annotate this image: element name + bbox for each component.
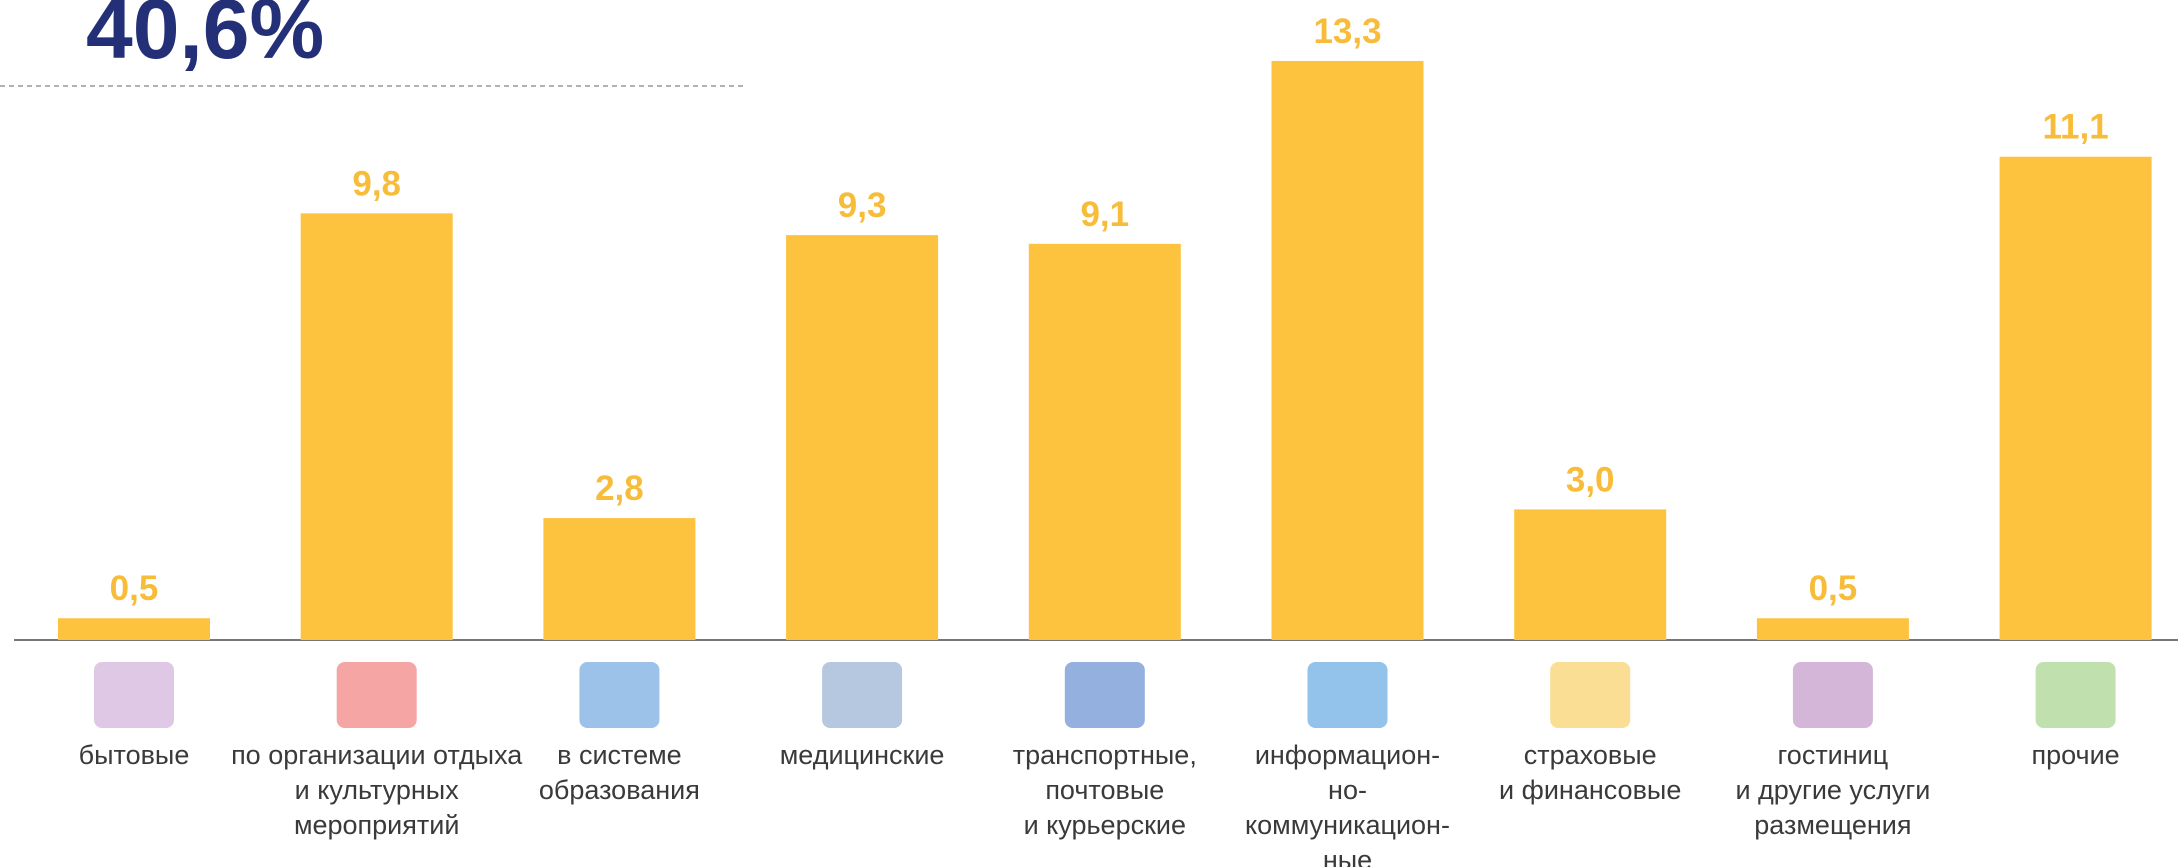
- value-label: 2,8: [595, 469, 644, 508]
- category-label: бытовые: [78, 740, 190, 770]
- value-label: 9,1: [1080, 195, 1129, 234]
- bar: [300, 213, 453, 641]
- category-icon: [2035, 662, 2116, 728]
- category-label: транспортные, почтовые и курьерские: [1012, 740, 1197, 840]
- value-label: 9,3: [838, 186, 887, 225]
- category-label: медицинские: [779, 740, 945, 770]
- headline-value: 40,6%: [86, 0, 324, 76]
- category-label: прочие: [2031, 740, 2120, 770]
- value-label: 0,5: [1809, 569, 1858, 608]
- value-label: 9,8: [352, 164, 401, 203]
- value-label: 11,1: [2042, 108, 2108, 147]
- value-label: 3,0: [1566, 460, 1615, 499]
- category-label: страховые и финансовые: [1499, 740, 1682, 805]
- bar: [543, 518, 696, 640]
- category-icon: [1064, 662, 1145, 728]
- category-label: в системе образования: [538, 740, 700, 805]
- category-icon: [1307, 662, 1388, 728]
- bar: [1028, 243, 1181, 641]
- category-icon: [822, 662, 903, 728]
- value-label: 13,3: [1313, 12, 1381, 51]
- bar: [1756, 618, 1909, 640]
- category-label: по организации отдыха и культурных мероп…: [231, 740, 523, 840]
- bar: [1999, 156, 2152, 641]
- category-icon: [1792, 662, 1873, 728]
- category-icon: [336, 662, 417, 728]
- category-icon: [579, 662, 660, 728]
- bar: [1514, 509, 1667, 640]
- value-label: 0,5: [110, 569, 159, 608]
- bar: [786, 235, 939, 640]
- category-label: информацион- но- коммуникацион- ные: [1245, 740, 1450, 867]
- category-label: гостиниц и другие услуги размещения: [1735, 740, 1931, 840]
- category-icon: [1550, 662, 1631, 728]
- bar: [58, 618, 210, 640]
- bar: [1271, 60, 1424, 640]
- category-icon: [94, 662, 174, 728]
